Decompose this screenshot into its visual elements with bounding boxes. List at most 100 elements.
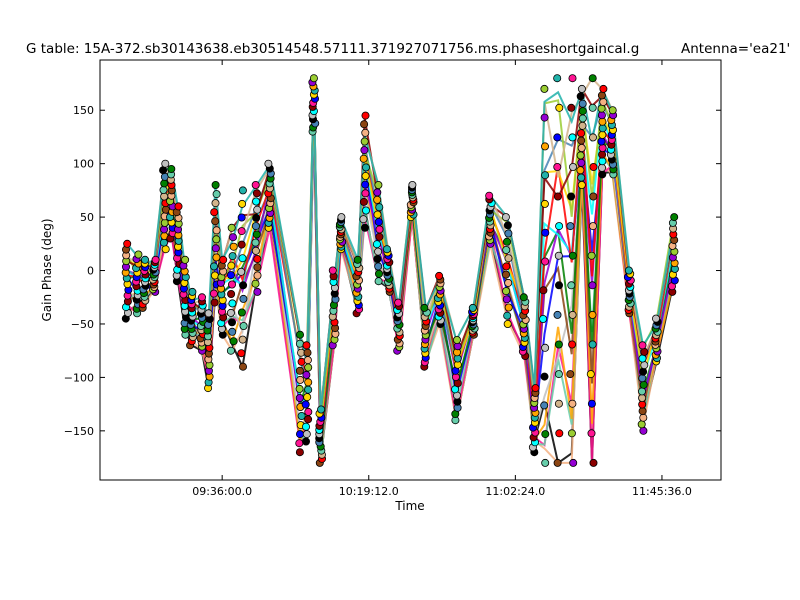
- data-point: [253, 271, 262, 280]
- data-point: [588, 74, 597, 83]
- data-point: [624, 266, 633, 275]
- scan-points-20: [315, 405, 326, 467]
- data-point: [589, 133, 598, 142]
- data-point: [123, 239, 132, 248]
- data-point: [577, 143, 586, 152]
- data-point: [541, 257, 550, 266]
- scan-points-43: [606, 106, 618, 179]
- data-point: [372, 240, 381, 249]
- data-point: [238, 254, 247, 263]
- data-point: [577, 136, 586, 145]
- data-point: [303, 356, 312, 365]
- scan-points-32: [468, 303, 479, 339]
- data-point: [373, 188, 382, 197]
- data-point: [502, 295, 511, 304]
- axes-layer: 150 100 50 0 −50 −100 −150 09:36:00.0 10:19:12.0…: [64, 59, 722, 498]
- data-point: [578, 121, 587, 130]
- data-point: [640, 361, 649, 370]
- scan-points-29: [420, 303, 431, 371]
- data-point: [297, 411, 306, 420]
- data-point: [382, 245, 391, 254]
- scan-points-21: [328, 266, 340, 350]
- data-point: [361, 111, 370, 120]
- data-point: [540, 199, 549, 208]
- x-tick-label-2: 11:02:24.0: [485, 485, 545, 498]
- data-point: [554, 370, 563, 379]
- data-point: [568, 74, 577, 83]
- data-point: [161, 159, 170, 168]
- data-point: [253, 254, 262, 263]
- data-point: [598, 124, 607, 133]
- y-tick-label-6: −150: [64, 425, 94, 438]
- data-point: [212, 253, 221, 262]
- data-point: [227, 289, 236, 298]
- data-point: [212, 235, 221, 244]
- scan-points-22: [335, 213, 347, 254]
- data-point: [568, 251, 577, 260]
- scan-points-1: [132, 250, 143, 318]
- data-point: [485, 191, 494, 200]
- data-point: [501, 213, 510, 222]
- data-point: [238, 335, 247, 344]
- data-point: [361, 180, 370, 189]
- data-point: [589, 162, 598, 171]
- scan-points-44: [623, 266, 635, 318]
- data-point: [599, 84, 608, 93]
- data-point: [337, 213, 346, 222]
- scan-points-35: [518, 293, 530, 360]
- scan-points-28: [406, 180, 418, 222]
- data-point: [227, 223, 236, 232]
- data-point: [239, 294, 248, 303]
- data-point: [237, 267, 246, 276]
- data-point: [553, 133, 562, 142]
- data-point: [531, 384, 540, 393]
- data-point: [589, 458, 598, 467]
- data-point: [540, 372, 549, 381]
- data-point: [640, 347, 649, 356]
- data-point: [598, 143, 607, 152]
- data-point: [540, 113, 549, 122]
- data-layer: [121, 74, 679, 467]
- data-point: [373, 195, 382, 204]
- data-point: [598, 170, 607, 179]
- data-point: [303, 348, 312, 357]
- data-point: [638, 407, 647, 416]
- scan-points-36: [528, 384, 540, 457]
- scan-points-9: [196, 293, 208, 355]
- data-point: [374, 247, 383, 256]
- y-tick-label-0: 150: [73, 104, 94, 117]
- data-point: [360, 223, 369, 232]
- data-point: [576, 151, 585, 160]
- data-point: [295, 339, 304, 348]
- data-point: [359, 154, 368, 163]
- data-point: [541, 228, 550, 237]
- data-point: [295, 430, 304, 439]
- data-point: [468, 303, 477, 312]
- data-point: [160, 218, 169, 227]
- data-point: [361, 163, 370, 172]
- data-point: [555, 222, 564, 231]
- data-point: [210, 298, 219, 307]
- data-point: [503, 319, 512, 328]
- data-point: [302, 430, 311, 439]
- x-axis-title: Time: [394, 499, 424, 513]
- data-point: [566, 222, 575, 231]
- scan-points-16: [264, 159, 275, 232]
- data-point: [304, 378, 313, 387]
- data-point: [226, 346, 235, 355]
- data-point: [361, 206, 370, 215]
- data-point: [568, 310, 577, 319]
- data-point: [374, 269, 383, 278]
- data-point: [638, 341, 647, 350]
- data-point: [295, 439, 304, 448]
- data-point: [539, 314, 548, 323]
- scan-points-14: [237, 186, 248, 371]
- chart-title: G table: 15A-372.sb30143638.eb30514548.5…: [26, 41, 639, 57]
- y-tick-label-5: −100: [64, 371, 94, 384]
- plot-frame: [99, 59, 722, 481]
- scan-points-2: [138, 255, 150, 312]
- scan-points-34: [501, 213, 513, 328]
- data-point: [555, 429, 564, 438]
- data-point: [577, 84, 586, 93]
- data-point: [504, 229, 513, 238]
